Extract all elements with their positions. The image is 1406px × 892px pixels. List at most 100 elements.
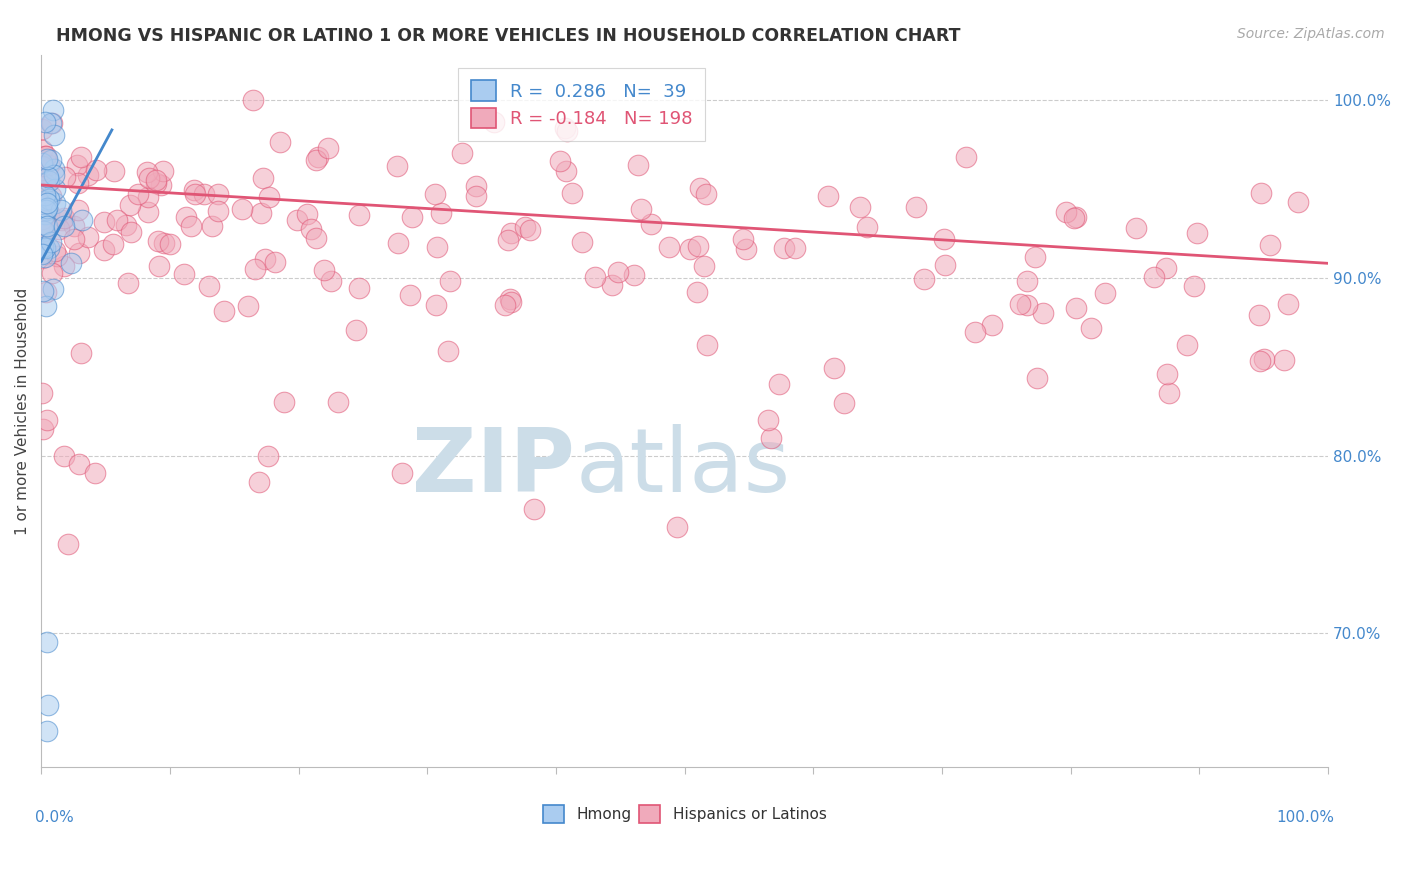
Point: [285, 212, 308, 227]
Point: [571, 235, 593, 249]
Point: [1143, 269, 1166, 284]
Point: [1024, 250, 1046, 264]
Point: [31, 246, 53, 260]
Point: [31, 239, 53, 253]
Point: [387, 236, 409, 251]
Point: [391, 467, 413, 481]
Point: [932, 232, 955, 246]
Point: [159, 237, 181, 252]
Point: [35, 149, 58, 163]
Point: [785, 241, 807, 255]
Point: [56, 537, 79, 551]
Point: [35, 202, 58, 217]
Point: [93, 215, 115, 229]
Point: [136, 205, 159, 219]
Point: [602, 277, 624, 292]
Point: [299, 221, 322, 235]
Point: [1094, 285, 1116, 300]
Point: [52, 211, 75, 226]
Point: [623, 268, 645, 283]
Point: [344, 323, 367, 337]
Point: [37, 171, 59, 186]
Point: [34, 114, 56, 128]
Point: [32, 194, 55, 208]
Point: [1286, 194, 1309, 209]
Point: [305, 230, 328, 244]
Point: [768, 377, 790, 392]
Point: [1010, 296, 1032, 310]
Point: [1247, 308, 1270, 322]
Point: [735, 242, 758, 256]
Point: [207, 186, 229, 201]
Point: [31, 159, 53, 173]
Point: [482, 115, 505, 129]
Point: [823, 360, 845, 375]
Point: [548, 153, 571, 168]
Point: [44, 168, 66, 182]
Point: [555, 124, 578, 138]
Point: [347, 208, 370, 222]
Point: [252, 171, 274, 186]
Point: [513, 220, 536, 235]
Point: [1015, 298, 1038, 312]
Point: [250, 206, 273, 220]
Point: [1175, 338, 1198, 352]
Point: [49, 202, 72, 217]
Point: [1026, 371, 1049, 385]
Point: [264, 255, 287, 269]
Point: [193, 187, 215, 202]
Point: [679, 242, 702, 256]
Point: [84, 467, 107, 481]
Point: [35, 724, 58, 739]
Point: [120, 198, 142, 212]
Point: [120, 225, 142, 239]
Point: [554, 121, 576, 136]
Point: [627, 158, 650, 172]
Point: [34, 241, 56, 255]
Point: [1274, 353, 1296, 368]
Point: [148, 260, 170, 274]
Point: [38, 241, 60, 255]
Point: [465, 179, 488, 194]
Point: [499, 293, 522, 307]
Point: [257, 190, 280, 204]
Point: [1015, 274, 1038, 288]
Point: [127, 186, 149, 201]
Point: [855, 220, 877, 235]
Point: [41, 235, 63, 250]
Point: [425, 298, 447, 312]
Point: [184, 187, 207, 202]
Point: [554, 164, 576, 178]
Point: [84, 163, 107, 178]
Point: [658, 239, 681, 253]
Point: [37, 206, 59, 220]
Point: [1185, 226, 1208, 240]
Point: [197, 278, 219, 293]
Point: [35, 195, 58, 210]
Point: [41, 116, 63, 130]
Point: [305, 153, 328, 167]
Point: [150, 178, 173, 193]
Point: [34, 250, 56, 264]
Point: [32, 217, 55, 231]
Point: [42, 103, 65, 118]
Point: [44, 196, 66, 211]
Point: [35, 285, 58, 299]
Point: [93, 244, 115, 258]
Point: [426, 239, 449, 253]
Point: [1032, 306, 1054, 320]
Point: [31, 162, 53, 177]
Point: [312, 262, 335, 277]
Point: [499, 226, 522, 240]
Point: [45, 249, 67, 263]
Point: [31, 212, 53, 227]
Y-axis label: 1 or more Vehicles in Household: 1 or more Vehicles in Household: [15, 287, 30, 534]
Point: [425, 186, 447, 201]
Point: [430, 206, 453, 220]
Point: [34, 178, 56, 192]
Point: [1156, 368, 1178, 382]
Point: [31, 121, 53, 136]
Point: [39, 189, 62, 203]
Point: [494, 297, 516, 311]
Point: [319, 274, 342, 288]
